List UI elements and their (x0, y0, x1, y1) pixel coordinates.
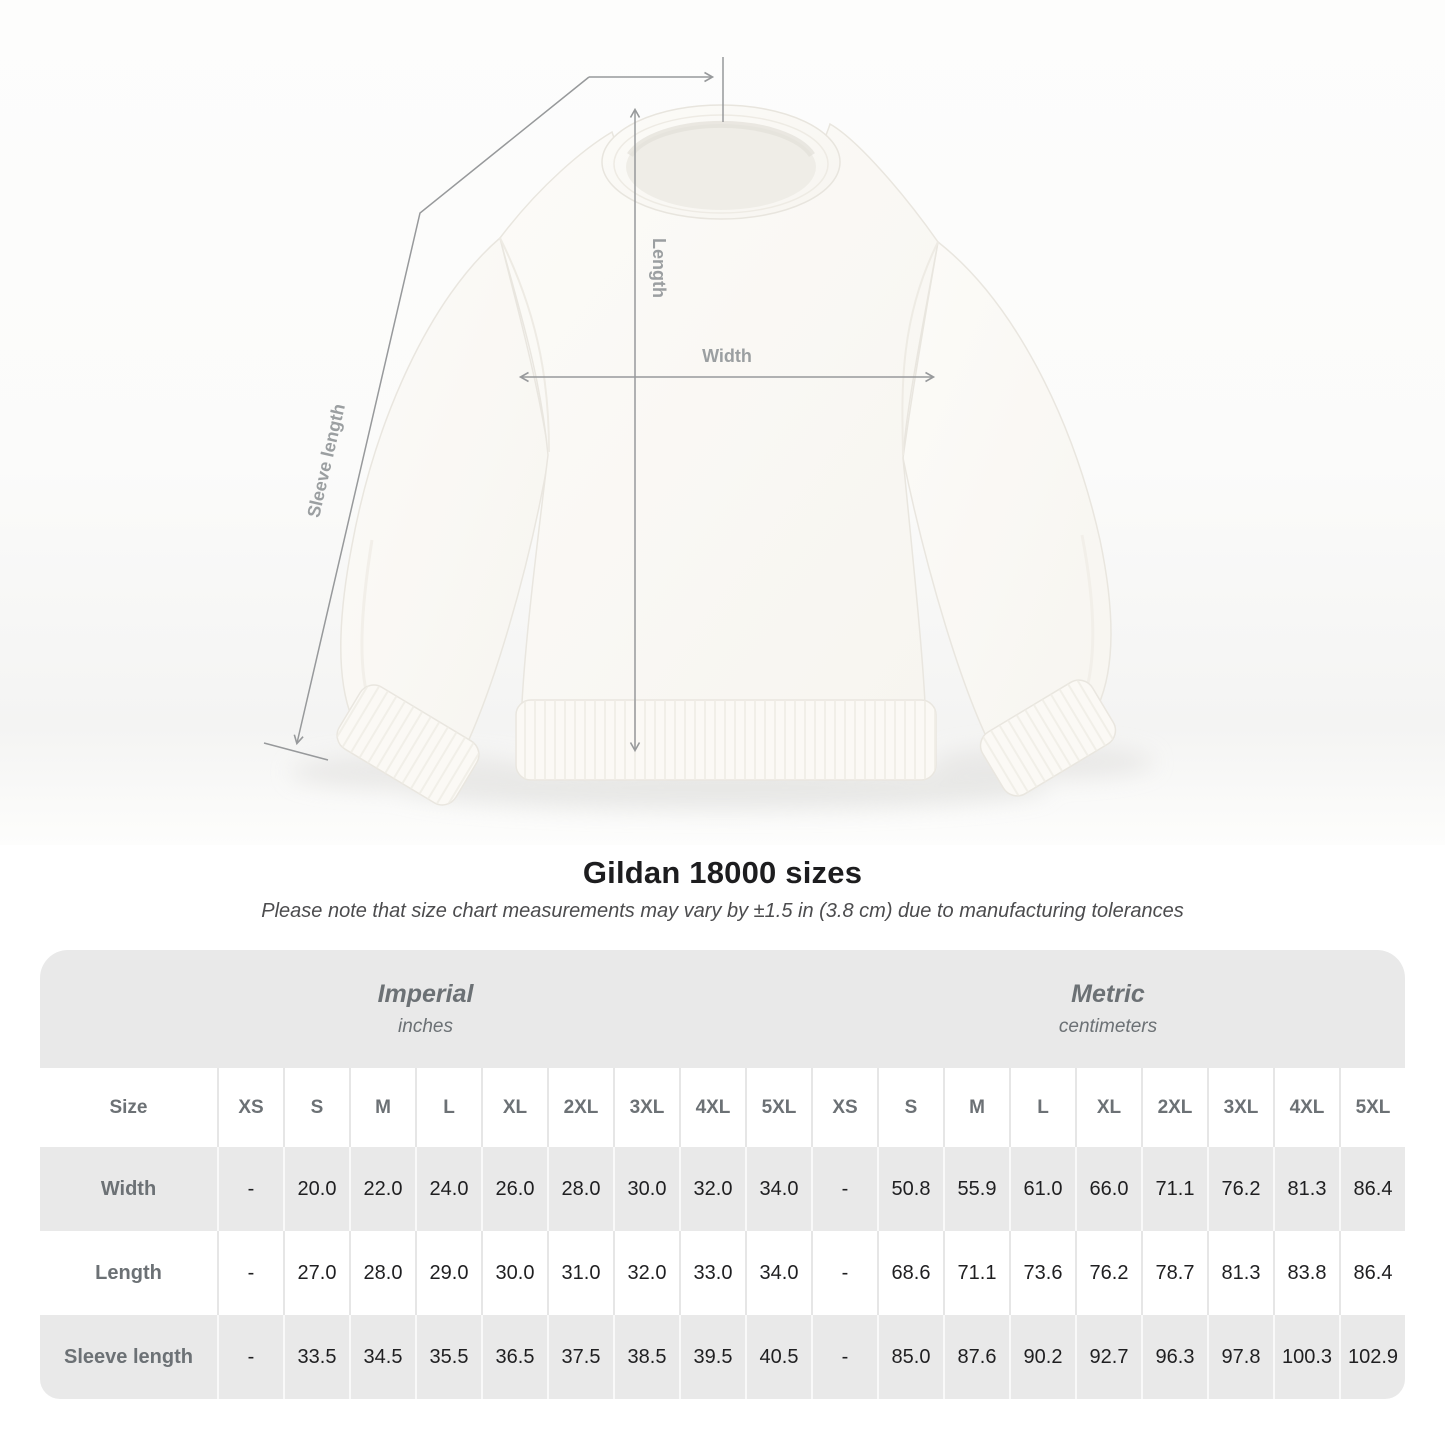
width-label: Width (702, 346, 752, 366)
value-imperial: 40.5 (745, 1315, 811, 1399)
value-imperial: 20.0 (283, 1147, 349, 1231)
value-imperial: 32.0 (613, 1231, 679, 1315)
metric-unit-header: Metric centimeters (811, 950, 1405, 1068)
imperial-title: Imperial (377, 980, 474, 1008)
size-header-metric-5XL: 5XL (1339, 1068, 1405, 1147)
size-header-metric-L: L (1009, 1068, 1075, 1147)
value-imperial: 32.0 (679, 1147, 745, 1231)
value-metric: 50.8 (877, 1147, 943, 1231)
size-header-imperial-M: M (349, 1068, 415, 1147)
collar (601, 104, 841, 220)
value-metric: - (811, 1315, 877, 1399)
value-imperial: 38.5 (613, 1315, 679, 1399)
value-imperial: - (217, 1231, 283, 1315)
size-header-imperial-4XL: 4XL (679, 1068, 745, 1147)
waistband (515, 699, 937, 781)
value-metric: 76.2 (1207, 1147, 1273, 1231)
size-header-imperial-S: S (283, 1068, 349, 1147)
value-imperial: 30.0 (613, 1147, 679, 1231)
size-header-imperial-2XL: 2XL (547, 1068, 613, 1147)
product-diagram: Length Width Sleeve length (0, 0, 1445, 845)
size-column-header: Size (40, 1068, 217, 1147)
value-metric: 55.9 (943, 1147, 1009, 1231)
size-header-imperial-5XL: 5XL (745, 1068, 811, 1147)
value-imperial: 37.5 (547, 1315, 613, 1399)
value-imperial: 29.0 (415, 1231, 481, 1315)
value-metric: 92.7 (1075, 1315, 1141, 1399)
value-imperial: - (217, 1147, 283, 1231)
size-header-metric-3XL: 3XL (1207, 1068, 1273, 1147)
size-header-imperial-3XL: 3XL (613, 1068, 679, 1147)
sleeve-length-arrow (263, 57, 724, 761)
value-imperial: 28.0 (547, 1147, 613, 1231)
value-imperial: 28.0 (349, 1231, 415, 1315)
value-metric: 68.6 (877, 1231, 943, 1315)
tolerance-note: Please note that size chart measurements… (261, 900, 1184, 922)
size-header-metric-M: M (943, 1068, 1009, 1147)
value-metric: 102.9 (1339, 1315, 1405, 1399)
size-header-metric-XL: XL (1075, 1068, 1141, 1147)
value-metric: 76.2 (1075, 1231, 1141, 1315)
value-metric: 78.7 (1141, 1231, 1207, 1315)
value-imperial: 31.0 (547, 1231, 613, 1315)
size-header-metric-2XL: 2XL (1141, 1068, 1207, 1147)
left-cuff (336, 684, 480, 806)
value-imperial: 34.5 (349, 1315, 415, 1399)
size-header-imperial-XL: XL (481, 1068, 547, 1147)
imperial-subtitle: inches (398, 1016, 453, 1037)
value-imperial: 22.0 (349, 1147, 415, 1231)
value-metric: 81.3 (1207, 1231, 1273, 1315)
value-metric: 90.2 (1009, 1315, 1075, 1399)
value-metric: - (811, 1147, 877, 1231)
value-imperial: 33.5 (283, 1315, 349, 1399)
right-armhole-seam (901, 241, 939, 456)
value-imperial: 30.0 (481, 1231, 547, 1315)
value-metric: 73.6 (1009, 1231, 1075, 1315)
value-imperial: 36.5 (481, 1315, 547, 1399)
metric-subtitle: centimeters (1058, 1016, 1158, 1037)
size-header-metric-S: S (877, 1068, 943, 1147)
value-metric: 83.8 (1273, 1231, 1339, 1315)
row-label: Length (40, 1231, 217, 1315)
value-imperial: 39.5 (679, 1315, 745, 1399)
value-metric: 96.3 (1141, 1315, 1207, 1399)
row-label: Sleeve length (40, 1315, 217, 1399)
value-imperial: 33.0 (679, 1231, 745, 1315)
size-header-metric-4XL: 4XL (1273, 1068, 1339, 1147)
value-imperial: 34.0 (745, 1231, 811, 1315)
value-metric: 97.8 (1207, 1315, 1273, 1399)
sleeve-length-label: Sleeve length (303, 402, 349, 520)
value-metric: 66.0 (1075, 1147, 1141, 1231)
size-chart-table: Imperial inches Metric centimeters Size X… (40, 950, 1405, 1399)
value-imperial: - (217, 1315, 283, 1399)
value-metric: 100.3 (1273, 1315, 1339, 1399)
value-metric: 87.6 (943, 1315, 1009, 1399)
value-metric: 71.1 (1141, 1147, 1207, 1231)
value-imperial: 35.5 (415, 1315, 481, 1399)
right-cuff (979, 679, 1117, 797)
sweatshirt-illustration: Length Width Sleeve length (263, 57, 1154, 810)
row-label: Width (40, 1147, 217, 1231)
value-imperial: 27.0 (283, 1231, 349, 1315)
size-header-imperial-XS: XS (217, 1068, 283, 1147)
size-header-imperial-L: L (415, 1068, 481, 1147)
value-metric: 61.0 (1009, 1147, 1075, 1231)
value-metric: 81.3 (1273, 1147, 1339, 1231)
value-imperial: 34.0 (745, 1147, 811, 1231)
value-metric: - (811, 1231, 877, 1315)
value-metric: 86.4 (1339, 1231, 1405, 1315)
page-title: Gildan 18000 sizes (582, 855, 863, 890)
size-header-metric-XS: XS (811, 1068, 877, 1147)
left-armhole-seam (499, 237, 550, 453)
metric-title: Metric (1071, 980, 1145, 1008)
value-metric: 71.1 (943, 1231, 1009, 1315)
value-imperial: 26.0 (481, 1147, 547, 1231)
value-metric: 85.0 (877, 1315, 943, 1399)
value-metric: 86.4 (1339, 1147, 1405, 1231)
imperial-unit-header: Imperial inches (40, 950, 811, 1068)
value-imperial: 24.0 (415, 1147, 481, 1231)
length-label: Length (649, 238, 669, 298)
